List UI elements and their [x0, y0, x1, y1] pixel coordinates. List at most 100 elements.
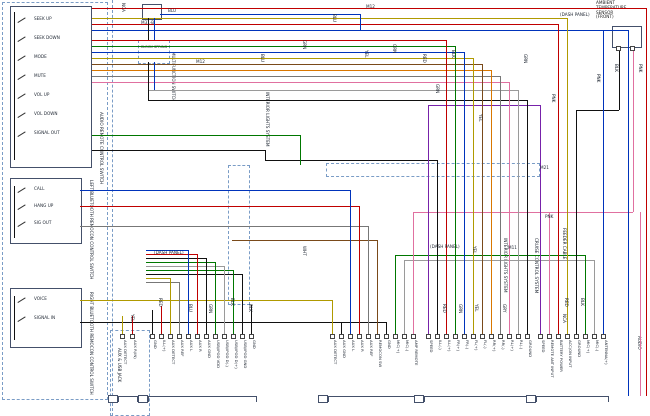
diagram-label: GRN: [392, 44, 397, 54]
connector-pin: [489, 334, 494, 339]
diagram-label: GRY: [502, 304, 507, 313]
diagram-label: RED: [564, 298, 569, 307]
pin-wire-red: [161, 306, 162, 334]
wire-grn: [146, 270, 233, 271]
diagram-label: YEL: [130, 314, 135, 322]
switch-symbol: [18, 203, 28, 210]
diagram-label: BLK: [451, 50, 456, 58]
switch-label: SEEK DOWN: [34, 35, 60, 40]
connector-pin: [565, 334, 570, 339]
connector-pin: [159, 334, 164, 339]
pin-label: SPEED: [429, 340, 433, 353]
pin-wire-red: [558, 24, 559, 334]
pin-wire-gry: [179, 282, 180, 334]
right-bluetooth-switch-box: [10, 288, 82, 348]
pin-label: AUX R(IN): [133, 340, 137, 359]
switch-symbol: [18, 296, 28, 303]
switch-symbol: [18, 92, 28, 99]
wire-blk: [14, 296, 15, 340]
wire-yel: [92, 18, 567, 19]
pin-wire-pnk: [549, 212, 550, 334]
pin-wire-red: [359, 206, 360, 334]
connector-bracket: [118, 396, 138, 402]
connector-pin: [120, 334, 125, 339]
diagram-label: PNK: [596, 74, 601, 83]
wire-wht: [148, 90, 518, 91]
wire-yel: [146, 278, 170, 279]
connector-pin: [507, 334, 512, 339]
pin-label: GROUND: [577, 340, 581, 358]
pin-label: MIC(-): [405, 340, 409, 352]
connector-pin: [393, 334, 398, 339]
pin-label: ILL(-): [438, 340, 442, 350]
wire-blu: [92, 30, 628, 31]
pin-label: REMOCON SW: [378, 340, 382, 368]
sensor-pin-1: [630, 46, 635, 51]
connector-pin: [375, 334, 380, 339]
wire-grn: [92, 46, 455, 47]
connector-pin: [411, 334, 416, 339]
pin-wire-wht: [518, 90, 519, 334]
ambient-sensor-text-line: AMBIENT: [596, 0, 615, 5]
pin-label: RL(-): [519, 340, 523, 350]
pin-wire-blk: [386, 322, 387, 334]
wire-blk: [619, 50, 620, 110]
pin-label: GROUND: [528, 340, 532, 358]
switch-label: MODE: [34, 54, 47, 59]
switch-label: SIGNAL OUT: [34, 130, 60, 135]
connector-pin: [213, 334, 218, 339]
divider-dashed-line: [112, 0, 113, 416]
pin-label: MIC(-): [595, 340, 599, 352]
pin-label: BATTERY POWER: [559, 340, 563, 372]
pin-label: AUX REF: [180, 340, 184, 357]
diagram-label: GRN: [208, 304, 213, 314]
left-bluetooth-switch-box: [10, 178, 82, 244]
diagram-label: M31-B: [141, 20, 155, 25]
pin-label: ANTENNA(+): [604, 340, 608, 365]
connector-pin: [583, 334, 588, 339]
wire-blu: [160, 14, 360, 15]
pin-label: RR(+): [492, 340, 496, 352]
wire-wht: [404, 260, 594, 261]
pin-wire-blu: [350, 190, 351, 334]
connector-pin: [525, 334, 530, 339]
pin-label: GND: [387, 340, 391, 349]
pin-wire-pnk: [413, 212, 414, 334]
pin-label: ACC/ON INPUT: [568, 340, 572, 368]
pin-wire-pnk: [509, 82, 510, 334]
connector-pin: [547, 334, 552, 339]
connector-pin: [462, 334, 467, 339]
diagram-label: RED: [158, 298, 163, 307]
connector-pin: [195, 334, 200, 339]
pin-wire-wht: [224, 266, 225, 334]
switch-label: VOICE: [34, 296, 47, 301]
wire-blu: [154, 62, 155, 90]
interior-lights-system-label-right: INTERIOR LIGHTS SYSTEM: [503, 238, 508, 293]
diagram-label: BLU: [188, 304, 193, 313]
connector-id-box: [318, 395, 328, 403]
switch-symbol: [18, 186, 28, 193]
diagram-label: PNK: [638, 64, 643, 73]
connector-pin: [384, 334, 389, 339]
wire-blk: [148, 100, 527, 101]
diagram-label: NCA: [121, 3, 126, 12]
diagram-label: M21: [540, 165, 549, 170]
wire-blk: [148, 18, 149, 40]
wire-blk: [146, 274, 242, 275]
diagram-label: YEL: [364, 50, 369, 58]
connector-pin: [339, 334, 344, 339]
left-bluetooth-switch-title: LEFT BLUETOOTH REMOCON CONTROL SWITCH: [89, 180, 94, 280]
switch-label: SIG OUT: [34, 220, 52, 225]
pin-label: AUX L: [189, 340, 193, 352]
switch-label: CALL: [34, 186, 45, 191]
connector-pin: [330, 334, 335, 339]
wire-pnk: [413, 212, 633, 213]
sensor-pin-2: [616, 46, 621, 51]
pin-wire-pur: [540, 105, 541, 334]
pin-wire-wht: [404, 260, 405, 334]
diagram-label: M12: [196, 59, 205, 64]
wire-blu: [146, 250, 188, 251]
switch-symbol: [18, 54, 28, 61]
diagram-label: YEL: [472, 246, 477, 254]
